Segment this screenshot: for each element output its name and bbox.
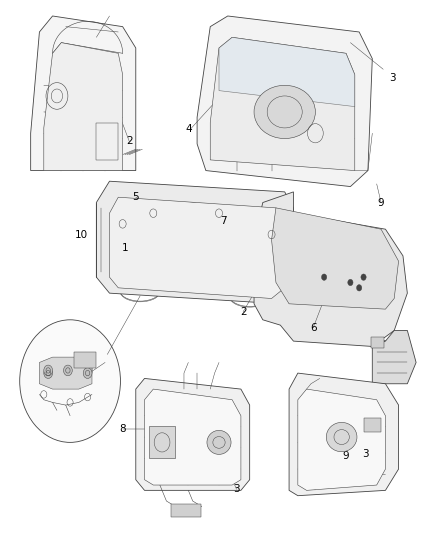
Polygon shape — [110, 197, 285, 298]
Polygon shape — [136, 378, 250, 490]
Polygon shape — [44, 43, 123, 171]
Text: 9: 9 — [343, 451, 350, 461]
Ellipse shape — [254, 85, 315, 139]
Polygon shape — [272, 208, 399, 309]
FancyBboxPatch shape — [74, 352, 96, 368]
FancyBboxPatch shape — [171, 504, 201, 517]
Text: 3: 3 — [389, 74, 396, 83]
Text: 7: 7 — [220, 216, 227, 226]
Text: 9: 9 — [378, 198, 385, 207]
Text: 1: 1 — [121, 243, 128, 253]
Text: 4: 4 — [185, 124, 192, 134]
Circle shape — [357, 285, 362, 291]
FancyBboxPatch shape — [371, 337, 384, 348]
FancyBboxPatch shape — [149, 426, 175, 458]
Circle shape — [20, 320, 120, 442]
Text: 10: 10 — [74, 230, 88, 239]
Text: 2: 2 — [240, 307, 247, 317]
Polygon shape — [39, 357, 92, 389]
Polygon shape — [372, 330, 416, 384]
Ellipse shape — [326, 422, 357, 452]
FancyBboxPatch shape — [364, 418, 381, 432]
Circle shape — [321, 274, 327, 280]
Polygon shape — [254, 192, 407, 346]
Polygon shape — [96, 181, 293, 304]
FancyBboxPatch shape — [96, 123, 118, 160]
Text: 3: 3 — [362, 449, 369, 459]
Polygon shape — [197, 16, 372, 187]
Circle shape — [361, 274, 366, 280]
Text: 5: 5 — [132, 192, 139, 202]
Polygon shape — [219, 37, 355, 107]
Circle shape — [64, 365, 72, 376]
Ellipse shape — [207, 431, 231, 454]
Polygon shape — [145, 389, 241, 485]
Text: 6: 6 — [310, 323, 317, 333]
Circle shape — [348, 279, 353, 286]
Circle shape — [44, 368, 53, 378]
Polygon shape — [298, 389, 385, 490]
Text: 2: 2 — [126, 136, 133, 146]
Circle shape — [44, 365, 53, 376]
Polygon shape — [31, 16, 136, 171]
Polygon shape — [289, 373, 399, 496]
Text: 3: 3 — [233, 484, 240, 494]
Text: 2: 2 — [82, 371, 89, 381]
Polygon shape — [210, 37, 355, 171]
Text: 8: 8 — [119, 424, 126, 434]
Circle shape — [83, 368, 92, 378]
